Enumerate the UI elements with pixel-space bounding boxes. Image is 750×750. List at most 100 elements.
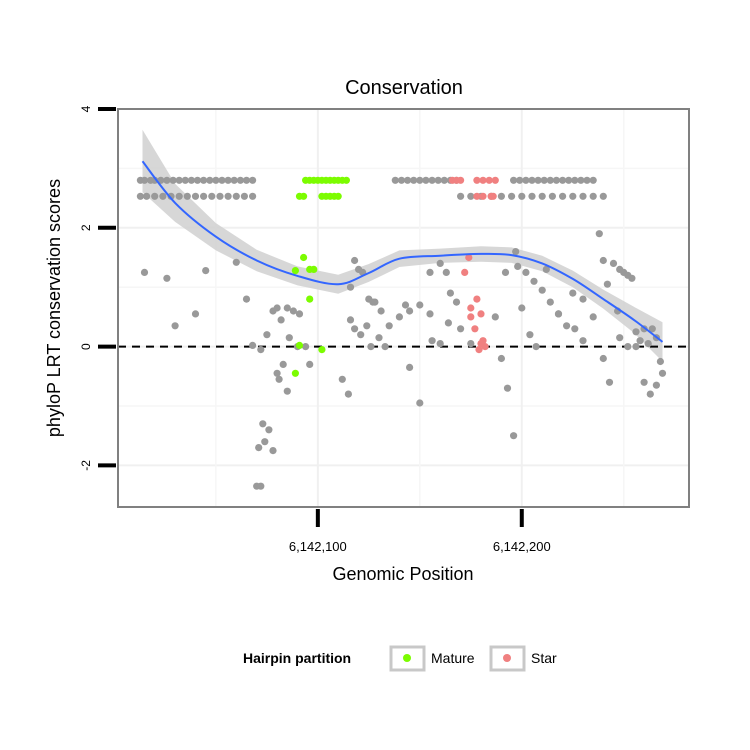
point-other (273, 369, 281, 377)
point-other (652, 381, 661, 389)
point-other (632, 343, 640, 351)
point-other (491, 313, 499, 321)
point-other (242, 176, 251, 184)
point-other (552, 176, 561, 184)
point-other (589, 313, 597, 321)
point-other (265, 426, 273, 434)
point-other (640, 378, 648, 386)
smooth-line-layer (141, 160, 664, 343)
point-other (140, 268, 149, 276)
legend-entry-star: Star (489, 645, 557, 672)
point-star (461, 268, 469, 276)
point-other (522, 268, 530, 276)
plot-panel (117, 108, 690, 508)
point-mature (310, 265, 318, 273)
point-other (518, 304, 526, 312)
y-axis: -2 0 2 4 (79, 105, 116, 471)
point-star (471, 325, 479, 333)
point-other (255, 444, 263, 452)
legend-key-star (503, 654, 511, 662)
point-other (404, 176, 412, 184)
point-star (477, 310, 485, 318)
point-other (583, 176, 591, 184)
point-other (200, 176, 208, 184)
point-other (136, 192, 144, 200)
point-other (546, 176, 554, 184)
point-other (351, 325, 359, 333)
panel-background (118, 109, 689, 507)
point-star (465, 253, 473, 262)
legend-key-mature (403, 654, 411, 662)
point-other (538, 192, 546, 200)
point-other (406, 363, 414, 371)
point-other (508, 192, 516, 200)
panel-border (117, 108, 690, 508)
point-other (516, 176, 524, 184)
point-mature (334, 192, 342, 200)
point-other (579, 295, 587, 303)
point-other (159, 192, 167, 200)
point-other (295, 310, 304, 318)
point-other (249, 176, 257, 184)
point-other (648, 325, 656, 333)
point-star (475, 346, 483, 354)
point-other (656, 357, 665, 366)
point-mature (291, 369, 299, 377)
series-star (448, 176, 499, 354)
y-tick-label: 2 (79, 224, 93, 231)
confidence-band-layer (142, 129, 663, 362)
point-other (357, 331, 365, 339)
x-tick-label: 6,142,200 (493, 539, 551, 554)
point-star (481, 343, 489, 351)
point-other (232, 192, 240, 200)
point-other (518, 192, 526, 200)
point-other (628, 274, 636, 282)
point-star (473, 192, 481, 200)
point-other (426, 268, 434, 276)
point-other (599, 192, 607, 200)
point-other (151, 176, 159, 184)
legend: Hairpin partition Mature Star (243, 645, 557, 672)
point-other (240, 192, 248, 200)
point-other (187, 176, 195, 184)
point-other (206, 176, 214, 184)
point-other (514, 262, 522, 270)
point-other (428, 337, 436, 345)
point-other (397, 176, 406, 184)
point-other (259, 420, 267, 428)
point-star (489, 192, 497, 200)
point-other (624, 343, 632, 351)
point-other (140, 176, 149, 184)
point-other (269, 447, 277, 455)
point-other (249, 341, 257, 349)
point-other (242, 295, 251, 303)
point-star (479, 192, 487, 200)
point-other (257, 482, 265, 490)
point-other (181, 176, 189, 184)
point-other (369, 298, 377, 306)
point-other (503, 384, 512, 392)
point-other (571, 325, 579, 333)
legend-title: Hairpin partition (243, 650, 351, 666)
legend-entry-mature: Mature (389, 645, 475, 672)
point-other (193, 176, 202, 184)
point-other (532, 343, 540, 351)
point-other (609, 259, 618, 267)
chart-title: Conservation (345, 77, 463, 99)
point-star (491, 176, 499, 184)
point-other (522, 176, 530, 184)
point-other (351, 256, 359, 265)
confidence-band (142, 129, 663, 362)
point-other (577, 176, 585, 184)
point-other (589, 192, 597, 200)
point-other (422, 176, 430, 184)
point-other (563, 322, 571, 330)
point-star (473, 176, 481, 184)
point-other (528, 176, 536, 184)
point-other (436, 259, 444, 267)
point-other (230, 176, 238, 184)
point-other (538, 286, 546, 294)
point-other (595, 230, 603, 238)
point-other (143, 192, 151, 200)
